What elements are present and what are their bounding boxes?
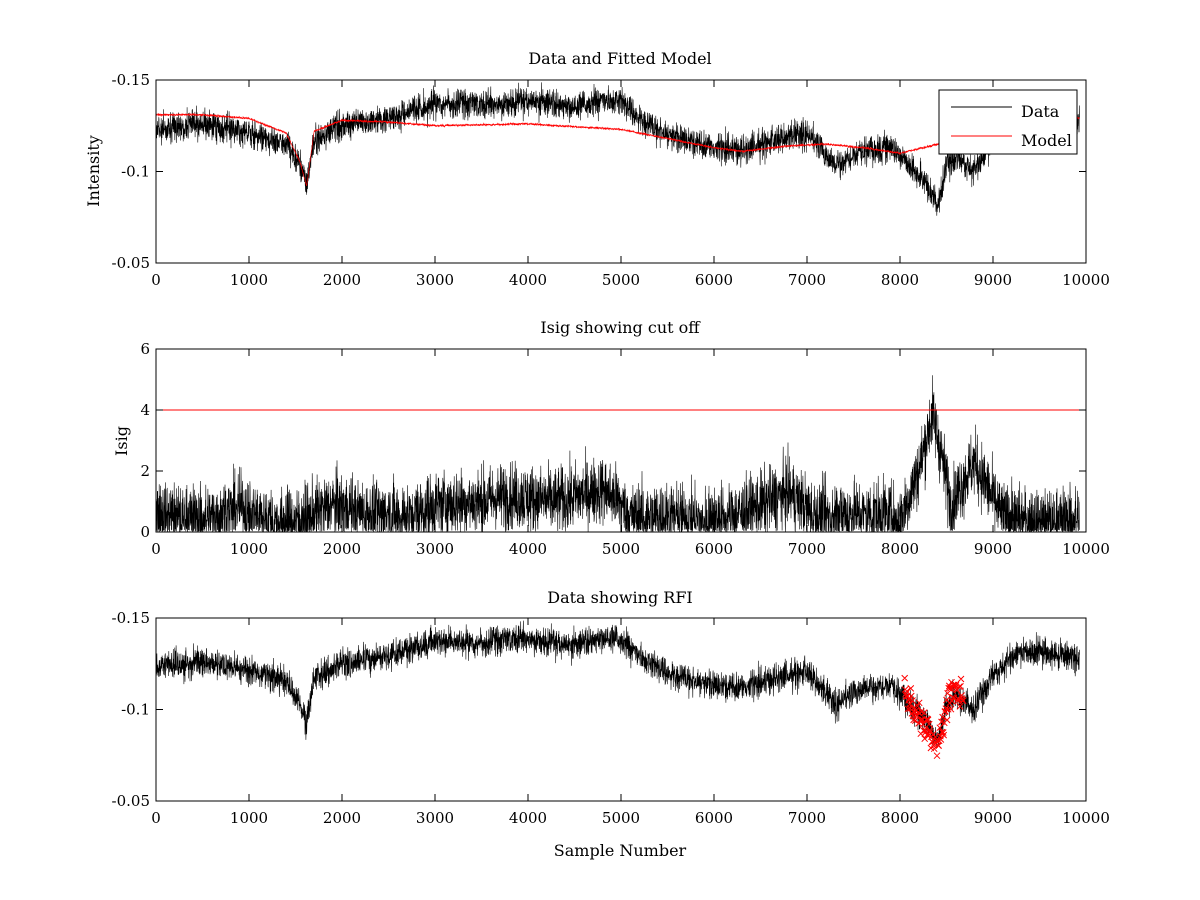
panel-3-series [155, 620, 1080, 760]
panel-1-ylabel: Intensity [84, 135, 103, 207]
panel-2-ytick-label: 4 [140, 401, 150, 419]
panel-2-xtick-label: 2000 [323, 540, 361, 558]
panel-2-ytick-label: 6 [140, 340, 150, 358]
panel-2-xtick-label: 5000 [602, 540, 640, 558]
panel-3-title: Data showing RFI [547, 588, 692, 607]
panel-1-xtick-label: 2000 [323, 271, 361, 289]
panel-isig-showing-cut-off: Isig showing cut off Isig 0 1000 2000 3000 4… [112, 318, 1110, 558]
panel-2-xtick-label: 1000 [230, 540, 268, 558]
panel-2-xtick-label: 10000 [1062, 540, 1110, 558]
panel-2-xtick-label: 0 [151, 540, 161, 558]
panel-1-series [155, 82, 1080, 216]
panel-1-xtick-label: 7000 [788, 271, 826, 289]
panel-2-title: Isig showing cut off [540, 318, 701, 337]
panel-3-xtick-label: 7000 [788, 809, 826, 827]
panel-3-ytick-label: -0.1 [121, 701, 150, 719]
panel-3-xtick-label: 9000 [974, 809, 1012, 827]
panel-3-xtick-label: 0 [151, 809, 161, 827]
panel-2-xtick-label: 8000 [881, 540, 919, 558]
panel-1-xtick-label: 1000 [230, 271, 268, 289]
legend: Data Model [938, 89, 1078, 155]
panel-3-xtick-label: 3000 [416, 809, 454, 827]
panel-1-ytick-label: -0.05 [112, 254, 150, 272]
panel-3-ticks: 0 1000 2000 3000 4000 5000 6000 7000 8000 9000 100… [112, 609, 1110, 827]
panel-2-ytick-label: 2 [140, 462, 150, 480]
panel-data-and-fitted-model: Data and Fitted Model Intensity 0 1000 200… [84, 49, 1110, 289]
panel-2-xtick-label: 4000 [509, 540, 547, 558]
panel-2-ytick-label: 0 [140, 523, 150, 541]
panel-2-series [155, 375, 1086, 533]
panel-2-series-isig [155, 375, 1080, 533]
panel-3-xtick-label: 6000 [695, 809, 733, 827]
panel-2-ylabel: Isig [112, 426, 131, 456]
legend-entry-model: Model [1021, 131, 1072, 150]
panel-1-xtick-label: 4000 [509, 271, 547, 289]
panel-1-ytick-label: -0.1 [121, 163, 150, 181]
panel-1-series-model [155, 112, 1080, 187]
panel-3-xtick-label: 10000 [1062, 809, 1110, 827]
panel-2-xtick-label: 9000 [974, 540, 1012, 558]
legend-entry-data: Data [1021, 102, 1060, 121]
panel-3-xtick-label: 5000 [602, 809, 640, 827]
panel-3-xtick-label: 1000 [230, 809, 268, 827]
panel-1-series-data [155, 82, 1080, 216]
panel-3-series-data [155, 620, 1080, 748]
panel-1-xtick-label: 0 [151, 271, 161, 289]
panel-3-series-rfi-markers [901, 674, 967, 760]
panel-1-xtick-label: 10000 [1062, 271, 1110, 289]
panel-2-xtick-label: 7000 [788, 540, 826, 558]
panel-2-xtick-label: 3000 [416, 540, 454, 558]
panel-3-ytick-label: -0.05 [112, 792, 150, 810]
panel-2-xtick-label: 6000 [695, 540, 733, 558]
panel-data-showing-rfi: Data showing RFI 0 1000 2000 3000 4000 5000 60… [112, 588, 1110, 860]
panel-3-xtick-label: 2000 [323, 809, 361, 827]
panel-1-xtick-label: 3000 [416, 271, 454, 289]
panel-3-xtick-label: 4000 [509, 809, 547, 827]
panel-3-xlabel: Sample Number [554, 841, 687, 860]
panel-1-xtick-label: 9000 [974, 271, 1012, 289]
panel-1-xtick-label: 8000 [881, 271, 919, 289]
panel-3-xtick-label: 8000 [881, 809, 919, 827]
panel-3-ytick-label: -0.15 [112, 609, 150, 627]
legend-box [938, 89, 1078, 155]
panel-1-ytick-label: -0.15 [112, 71, 150, 89]
panel-2-ticks: 0 1000 2000 3000 4000 5000 6000 7000 8000 9000 100… [140, 340, 1109, 558]
panel-1-ticks: 0 1000 2000 3000 4000 5000 6000 7000 8000 9000 100… [112, 71, 1110, 289]
panel-1-title: Data and Fitted Model [528, 49, 711, 68]
panel-1-xtick-label: 5000 [602, 271, 640, 289]
panel-1-xtick-label: 6000 [695, 271, 733, 289]
